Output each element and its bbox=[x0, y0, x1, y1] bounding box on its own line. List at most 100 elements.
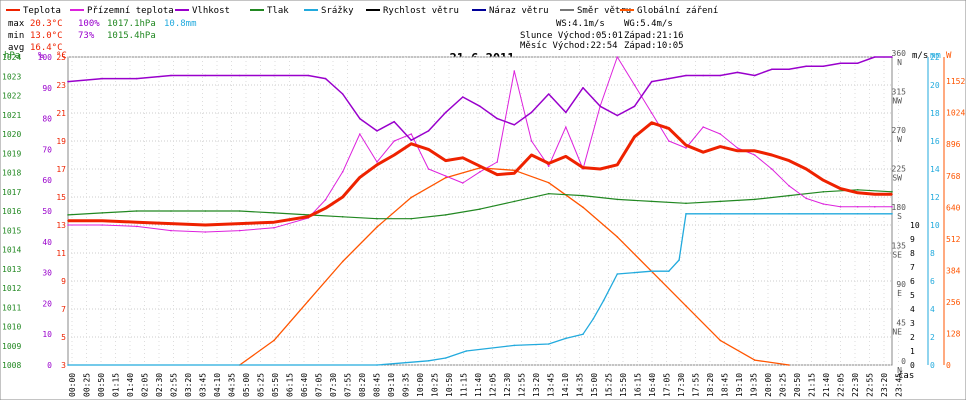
point-hum bbox=[135, 77, 138, 80]
point-temp bbox=[427, 148, 430, 151]
wind-dir-tick-label: 90 bbox=[896, 280, 906, 289]
point-rain bbox=[753, 213, 756, 215]
point-rain bbox=[565, 337, 567, 340]
point-hum bbox=[444, 111, 447, 114]
point-rain bbox=[822, 213, 825, 215]
point-temp bbox=[170, 222, 172, 225]
point-press bbox=[822, 191, 825, 193]
point-temp bbox=[771, 154, 773, 156]
humidity-tick-label: 100 bbox=[38, 53, 53, 62]
grid bbox=[68, 56, 899, 366]
point-temp bbox=[547, 162, 550, 165]
x-tick-label: 05:00 bbox=[242, 373, 251, 397]
x-tick-label: 23:45 bbox=[895, 373, 904, 397]
point-press bbox=[135, 210, 138, 212]
point-rain bbox=[856, 213, 859, 215]
radiation-tick-label: 640 bbox=[946, 203, 961, 212]
x-tick-label: 17:05 bbox=[663, 373, 672, 397]
x-tick-label: 17:55 bbox=[692, 373, 701, 397]
point-hum bbox=[479, 105, 481, 108]
point-temp bbox=[822, 179, 825, 181]
rain-tick-label: 20 bbox=[930, 81, 940, 90]
x-tick-label: 08:45 bbox=[373, 373, 382, 397]
x-tick-label: 20:00 bbox=[764, 373, 773, 397]
point-rain bbox=[633, 271, 636, 274]
astro-block: WS:4.1m/s WG:5.4m/s Slunce Východ:05:01 … bbox=[520, 19, 684, 51]
point-hum bbox=[427, 130, 430, 132]
x-tick-label: 22:30 bbox=[851, 373, 860, 397]
rain-tick-label: 2 bbox=[930, 333, 935, 342]
point-hum bbox=[788, 68, 790, 71]
wind-dir-compass-label: SE bbox=[892, 251, 902, 260]
wind-dir-tick-label: 360 bbox=[892, 49, 907, 58]
point-rad bbox=[788, 364, 790, 366]
humidity-axis-unit: % bbox=[38, 51, 44, 61]
wind-dir-compass-label: N bbox=[897, 58, 902, 67]
pressure-tick-label: 1017 bbox=[2, 188, 21, 197]
point-rad bbox=[719, 339, 722, 342]
point-hum bbox=[204, 74, 207, 77]
point-temp bbox=[410, 143, 413, 145]
point-hum bbox=[462, 96, 464, 98]
point-ground bbox=[788, 185, 790, 187]
radiation-tick-label: 128 bbox=[946, 329, 961, 338]
point-press bbox=[238, 210, 241, 212]
x-tick-label: 05:50 bbox=[271, 373, 280, 397]
point-hum bbox=[547, 93, 550, 95]
point-hum bbox=[839, 62, 842, 64]
point-rain bbox=[719, 213, 722, 215]
legend-label: Přízemní teplota bbox=[87, 6, 174, 16]
point-press bbox=[67, 214, 69, 216]
point-ground bbox=[462, 182, 464, 184]
point-rain bbox=[465, 350, 468, 352]
point-rain bbox=[547, 343, 550, 345]
rain-tick-label: 14 bbox=[930, 165, 940, 174]
rain-tick-label: 16 bbox=[930, 137, 940, 146]
x-tick-label: 16:40 bbox=[648, 373, 657, 397]
wind-gust-info: WG:5.4m/s bbox=[624, 19, 673, 29]
point-hum bbox=[273, 74, 275, 77]
x-tick-label: 06:40 bbox=[300, 373, 309, 397]
x-tick-label: 12:55 bbox=[518, 373, 527, 397]
point-ground bbox=[359, 133, 361, 135]
series-hum bbox=[67, 56, 892, 141]
point-temp bbox=[67, 220, 69, 222]
rain-tick-label: 4 bbox=[930, 305, 935, 314]
point-press bbox=[650, 200, 653, 203]
point-ground bbox=[719, 133, 722, 135]
point-ground bbox=[376, 161, 378, 163]
point-press bbox=[547, 192, 550, 195]
wind-dir-compass-label: E bbox=[897, 289, 902, 298]
humidity-tick-label: 60 bbox=[42, 176, 52, 185]
x-tick-label: 01:40 bbox=[126, 373, 135, 397]
legend-label: Vlhkost bbox=[192, 6, 230, 16]
point-temp bbox=[496, 173, 499, 176]
wind-dir-tick-label: 135 bbox=[892, 242, 907, 251]
point-temp bbox=[101, 220, 104, 222]
wind-dir-compass-label: SW bbox=[892, 174, 902, 183]
x-tick-label: 14:10 bbox=[561, 373, 570, 397]
radiation-tick-label: 384 bbox=[946, 266, 961, 275]
pressure-tick-label: 1018 bbox=[2, 169, 21, 178]
radiation-tick-label: 1024 bbox=[946, 109, 965, 118]
radiation-tick-label: 0 bbox=[946, 361, 951, 370]
point-ground bbox=[685, 147, 687, 149]
x-tick-label: 19:35 bbox=[750, 373, 759, 397]
point-rain bbox=[427, 360, 430, 362]
x-tick-label: 09:35 bbox=[402, 373, 411, 397]
point-ground bbox=[273, 227, 275, 229]
point-temp bbox=[273, 221, 275, 223]
temperature-tick-label: 19 bbox=[56, 137, 66, 146]
wind-speed-tick-label: 4 bbox=[910, 305, 915, 314]
point-hum bbox=[359, 117, 361, 120]
wind-dir-tick-label: 225 bbox=[892, 165, 907, 174]
point-temp bbox=[444, 159, 447, 162]
pressure-tick-label: 1023 bbox=[2, 72, 21, 81]
point-temp bbox=[685, 144, 687, 146]
point-rain bbox=[788, 213, 790, 215]
point-hum bbox=[753, 74, 756, 77]
point-temp bbox=[805, 168, 807, 170]
point-rain bbox=[376, 364, 378, 366]
legend-label: Srážky bbox=[321, 6, 354, 16]
temperature-tick-label: 15 bbox=[56, 193, 66, 202]
